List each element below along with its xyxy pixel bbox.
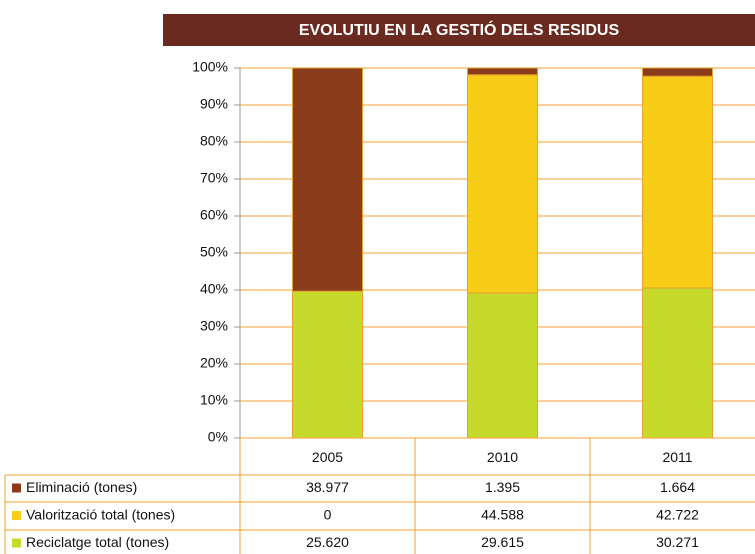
- data-label: 44.588: [481, 507, 524, 523]
- title-bar: [163, 14, 755, 46]
- legend-label: Reciclatge total (tones): [26, 534, 169, 550]
- data-label: 42.722: [656, 507, 699, 523]
- data-label: 29.615: [481, 534, 524, 550]
- data-label: 1.395: [485, 479, 520, 495]
- bar-segment: [642, 287, 713, 439]
- chart-title: EVOLUTIU EN LA GESTIÓ DELS RESIDUS: [299, 20, 620, 39]
- y-tick-label: 80%: [200, 133, 228, 149]
- legend-swatch: [12, 483, 21, 493]
- bar-segment: [292, 290, 363, 439]
- legend-label: Valorització total (tones): [26, 507, 175, 523]
- y-tick-label: 10%: [200, 392, 228, 408]
- legend-label: Eliminació (tones): [26, 479, 137, 495]
- bar-segment: [467, 292, 538, 439]
- legend-swatch: [12, 511, 21, 520]
- bar-segment: [467, 74, 538, 294]
- x-tick-label: 2010: [487, 449, 518, 465]
- x-tick-label: 2005: [312, 449, 343, 465]
- data-label: 38.977: [306, 479, 349, 495]
- bar-segment: [467, 67, 538, 76]
- x-tick-label: 2011: [662, 449, 692, 465]
- bar-segment: [642, 67, 713, 77]
- y-tick-label: 0%: [208, 429, 228, 445]
- data-label: 0: [324, 507, 332, 523]
- data-label: 25.620: [306, 534, 349, 550]
- y-tick-label: 50%: [200, 244, 228, 260]
- data-label: 1.664: [660, 479, 695, 495]
- y-tick-label: 100%: [192, 59, 228, 75]
- y-tick-label: 40%: [200, 281, 228, 297]
- y-tick-label: 30%: [200, 318, 228, 334]
- legend-swatch: [12, 538, 21, 548]
- y-tick-label: 20%: [200, 355, 228, 371]
- y-tick-label: 70%: [200, 170, 228, 186]
- y-tick-label: 60%: [200, 207, 228, 223]
- bar-segment: [292, 67, 363, 292]
- bar-segment: [642, 75, 713, 289]
- y-tick-label: 90%: [200, 96, 228, 112]
- data-label: 30.271: [656, 534, 699, 550]
